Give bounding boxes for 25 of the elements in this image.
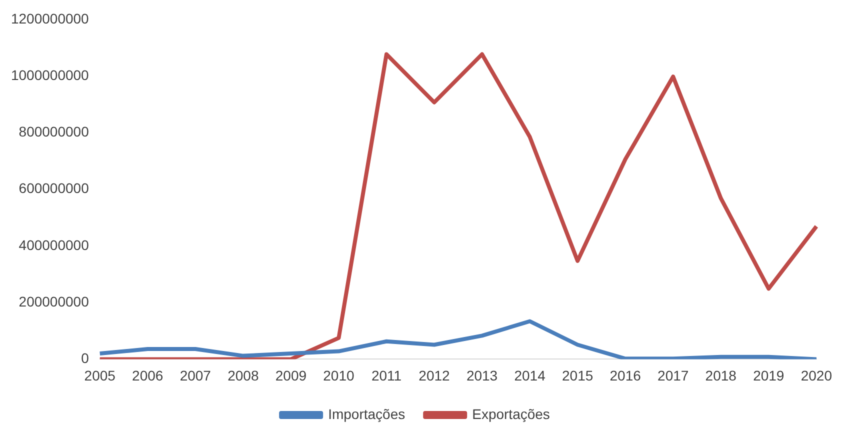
x-tick-label: 2017 — [658, 367, 689, 384]
x-tick-label: 2016 — [610, 367, 642, 384]
x-tick-label: 2015 — [562, 367, 594, 384]
legend-label: Importações — [328, 406, 406, 422]
y-tick-label: 0 — [81, 350, 90, 366]
x-tick-label: 2014 — [514, 367, 546, 384]
y-tick-label: 400000000 — [18, 236, 90, 253]
y-tick-label: 600000000 — [18, 180, 90, 196]
x-tick-label: 2013 — [466, 367, 498, 384]
x-tick-label: 2011 — [371, 367, 402, 384]
x-tick-label: 2010 — [323, 367, 354, 384]
x-tick-label: 2009 — [275, 367, 307, 384]
y-tick-label: 200000000 — [18, 293, 90, 310]
legend-label: Exportações — [472, 406, 550, 422]
y-tick-label: 1200000000 — [10, 10, 90, 26]
x-tick-label: 2008 — [228, 367, 259, 384]
x-tick-label: 2006 — [132, 367, 164, 384]
y-tick-label: 1000000000 — [10, 66, 90, 83]
y-tick-label: 800000000 — [18, 124, 90, 140]
x-tick-label: 2005 — [84, 367, 116, 384]
x-tick-label: 2020 — [800, 367, 832, 384]
x-tick-label: 2012 — [418, 367, 450, 384]
x-tick-label: 2018 — [705, 367, 737, 384]
x-tick-label: 2007 — [180, 367, 212, 384]
x-tick-label: 2019 — [753, 367, 784, 384]
